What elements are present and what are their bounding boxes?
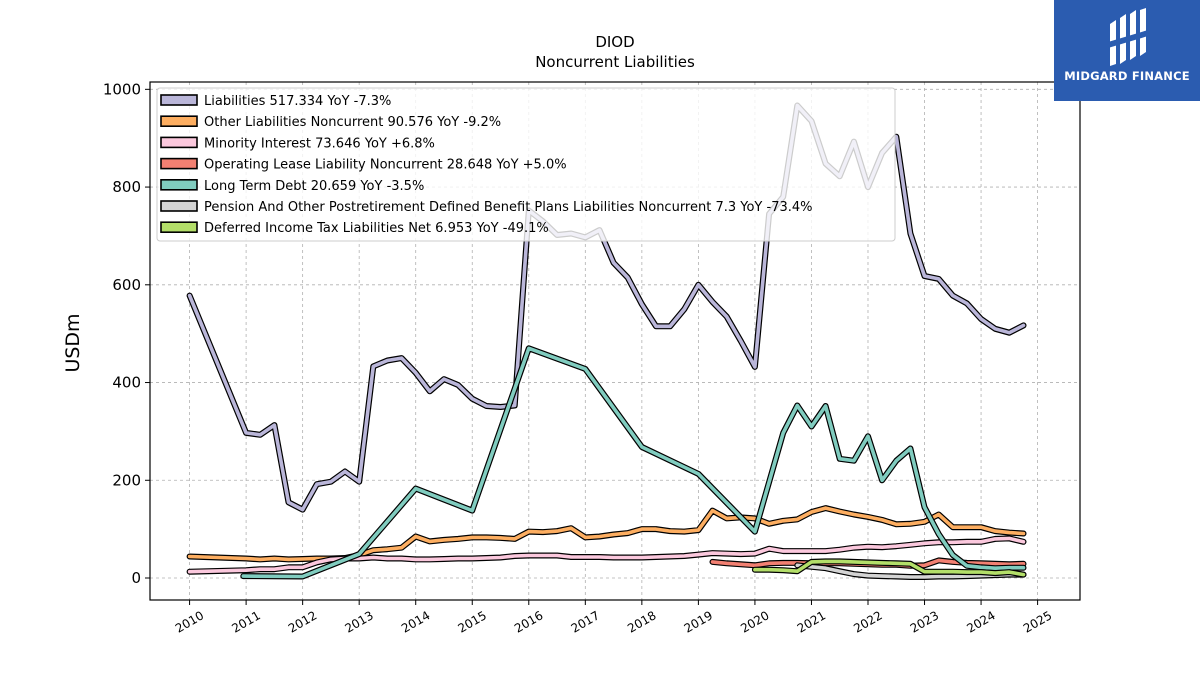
chart-subtitle: Noncurrent Liabilities: [535, 53, 695, 71]
logo-text: MIDGARD FINANCE: [1064, 69, 1190, 83]
series-line: [187, 536, 1026, 574]
x-tick-label: 2023: [908, 608, 941, 635]
series-line: [187, 506, 1026, 562]
y-tick-label: 600: [112, 276, 141, 294]
x-tick-label: 2015: [456, 608, 489, 635]
legend-label: Liabilities 517.334 YoY -7.3%: [204, 94, 391, 109]
legend: Liabilities 517.334 YoY -7.3% Other Liabi…: [156, 87, 896, 242]
legend-swatch: [160, 115, 198, 127]
plot-frame: [149, 81, 1081, 601]
x-tick-label: 2016: [512, 608, 545, 635]
x-tick-label: 2024: [964, 608, 997, 635]
series-line: [753, 559, 1026, 577]
legend-box: [156, 87, 896, 242]
legend-swatch: [160, 221, 198, 233]
x-tick-label: 2020: [738, 608, 771, 635]
legend-label: Operating Lease Liability Noncurrent 28.…: [204, 158, 567, 173]
x-tick-label: 2013: [342, 608, 375, 635]
y-tick-label: 0: [131, 569, 141, 587]
series-line: [241, 346, 1026, 579]
logo-mark-icon: [1108, 8, 1148, 66]
x-tick-label: 2025: [1021, 608, 1054, 635]
legend-label: Other Liabilities Noncurrent 90.576 YoY …: [204, 115, 501, 130]
legend-label: Long Term Debt 20.659 YoY -3.5%: [204, 179, 424, 194]
x-tick-label: 2022: [851, 608, 884, 635]
legend-swatch: [160, 179, 198, 191]
legend-label: Pension And Other Postretirement Defined…: [204, 200, 813, 215]
legend-swatch: [160, 94, 198, 106]
legend-swatch: [160, 200, 198, 212]
x-tick-label: 2010: [173, 608, 206, 635]
y-axis-label: USDm: [62, 313, 84, 372]
legend-label: Minority Interest 73.646 YoY +6.8%: [204, 136, 435, 151]
brand-logo: MIDGARD FINANCE: [1054, 0, 1200, 101]
x-tick-label: 2018: [625, 608, 658, 635]
y-tick-label: 400: [112, 374, 141, 392]
chart-title: DIOD: [595, 33, 634, 51]
y-tick-label: 200: [112, 471, 141, 489]
legend-label: Deferred Income Tax Liabilities Net 6.95…: [204, 221, 549, 236]
x-tick-label: 2014: [399, 608, 432, 635]
x-tick-label: 2011: [229, 608, 262, 635]
legend-swatch: [160, 136, 198, 149]
legend-swatch: [160, 157, 198, 170]
y-tick-label: 800: [112, 178, 141, 196]
y-tick-label: 1000: [103, 80, 141, 98]
x-tick-label: 2019: [682, 608, 715, 635]
x-tick-label: 2017: [569, 608, 602, 635]
x-tick-label: 2012: [286, 608, 319, 635]
x-tick-label: 2021: [795, 608, 828, 635]
